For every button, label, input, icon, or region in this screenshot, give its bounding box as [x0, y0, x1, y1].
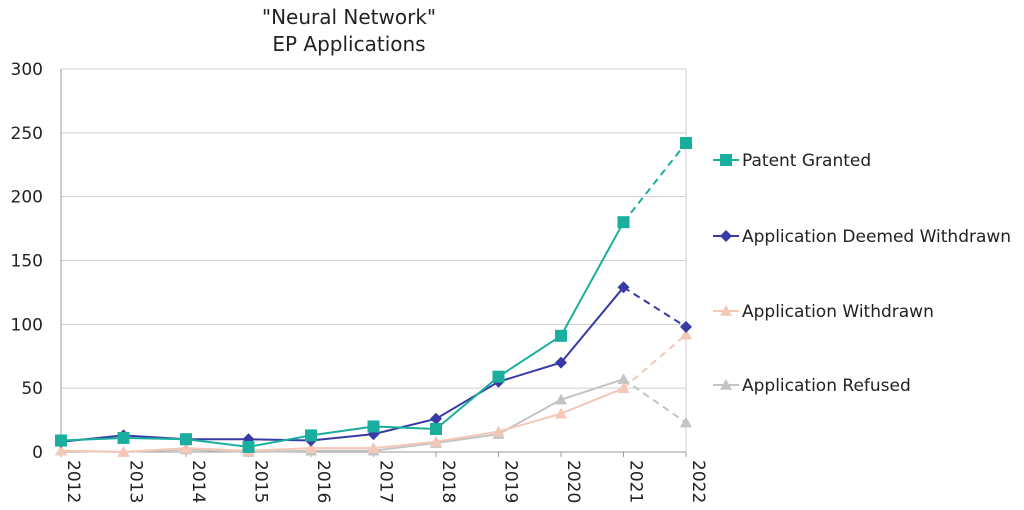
- x-tick-label: 2022: [688, 460, 708, 503]
- legend-item: Application Withdrawn: [713, 302, 934, 322]
- data-point: [305, 442, 317, 453]
- x-tick-label: 2019: [501, 460, 521, 503]
- data-point: [430, 423, 442, 436]
- x-tick-label: 2016: [313, 460, 333, 503]
- data-point: [617, 382, 630, 393]
- y-tick-label: 150: [11, 252, 43, 272]
- legend: Patent Granted Application Deemed Withdra…: [713, 151, 1011, 396]
- grid-lines: [60, 68, 687, 453]
- legend-label: Application Deemed Withdrawn: [742, 227, 1011, 247]
- y-axis-ticks: 0 50 100 150 200 250 300: [11, 60, 43, 463]
- series-line: [60, 378, 624, 454]
- data-point: [430, 435, 442, 447]
- x-axis-ticks: 2012 2013 2014 2015 2016 2017 2018 2019 2020 2021…: [60, 452, 708, 503]
- data-point: [680, 320, 692, 333]
- chart-subtitle: EP Applications: [272, 32, 425, 56]
- data-point: [117, 446, 130, 457]
- data-point: [367, 442, 380, 453]
- legend-marker: [720, 305, 732, 316]
- data-point: [55, 444, 67, 456]
- data-point: [555, 356, 567, 369]
- x-tick-label: 2014: [188, 460, 208, 503]
- y-tick-label: 250: [11, 124, 43, 144]
- y-tick-label: 300: [11, 60, 43, 80]
- data-point: [680, 137, 692, 150]
- legend-marker: [720, 379, 732, 390]
- y-tick-label: 100: [11, 315, 43, 335]
- x-tick-label: 2021: [626, 460, 646, 503]
- data-point: [680, 416, 692, 428]
- data-point: [367, 420, 380, 433]
- data-point: [117, 431, 130, 444]
- legend-label: Patent Granted: [742, 151, 871, 171]
- legend-item: Application Refused: [713, 376, 911, 396]
- x-tick-label: 2013: [126, 460, 146, 503]
- data-point: [555, 329, 567, 342]
- x-tick-label: 2017: [376, 460, 396, 503]
- legend-label: Application Refused: [742, 376, 911, 396]
- x-tick-label: 2018: [438, 460, 458, 503]
- y-tick-label: 0: [32, 443, 43, 463]
- data-point: [492, 425, 505, 437]
- legend-item: Patent Granted: [713, 151, 871, 171]
- y-tick-label: 200: [11, 188, 43, 208]
- data-point: [617, 216, 630, 229]
- data-point: [555, 393, 567, 405]
- data-point: [492, 370, 505, 383]
- legend-marker: [720, 154, 732, 166]
- data-point: [680, 328, 692, 340]
- data-point: [180, 442, 192, 453]
- data-point: [180, 433, 192, 446]
- series-patent-granted: [55, 137, 692, 453]
- series-line-projected: [622, 333, 687, 389]
- data-point: [555, 407, 567, 419]
- series-line-projected: [622, 142, 687, 223]
- series-line: [60, 221, 625, 448]
- data-point: [305, 429, 317, 442]
- data-point: [617, 281, 630, 294]
- chart-title: "Neural Network": [262, 5, 436, 29]
- x-tick-label: 2020: [563, 460, 583, 503]
- series-group: [55, 137, 692, 457]
- y-tick-label: 50: [21, 379, 43, 399]
- legend-marker: [720, 230, 732, 242]
- series-line-projected: [622, 286, 687, 328]
- x-tick-label: 2015: [251, 460, 271, 503]
- x-tick-label: 2012: [63, 460, 83, 503]
- data-point: [430, 412, 442, 425]
- series-line-projected: [622, 378, 687, 424]
- legend-item: Application Deemed Withdrawn: [713, 227, 1011, 247]
- data-point: [617, 373, 630, 385]
- series-line: [60, 286, 625, 443]
- data-point: [55, 434, 67, 447]
- data-point: [242, 440, 255, 453]
- legend-label: Application Withdrawn: [742, 302, 934, 322]
- series-line: [60, 387, 624, 454]
